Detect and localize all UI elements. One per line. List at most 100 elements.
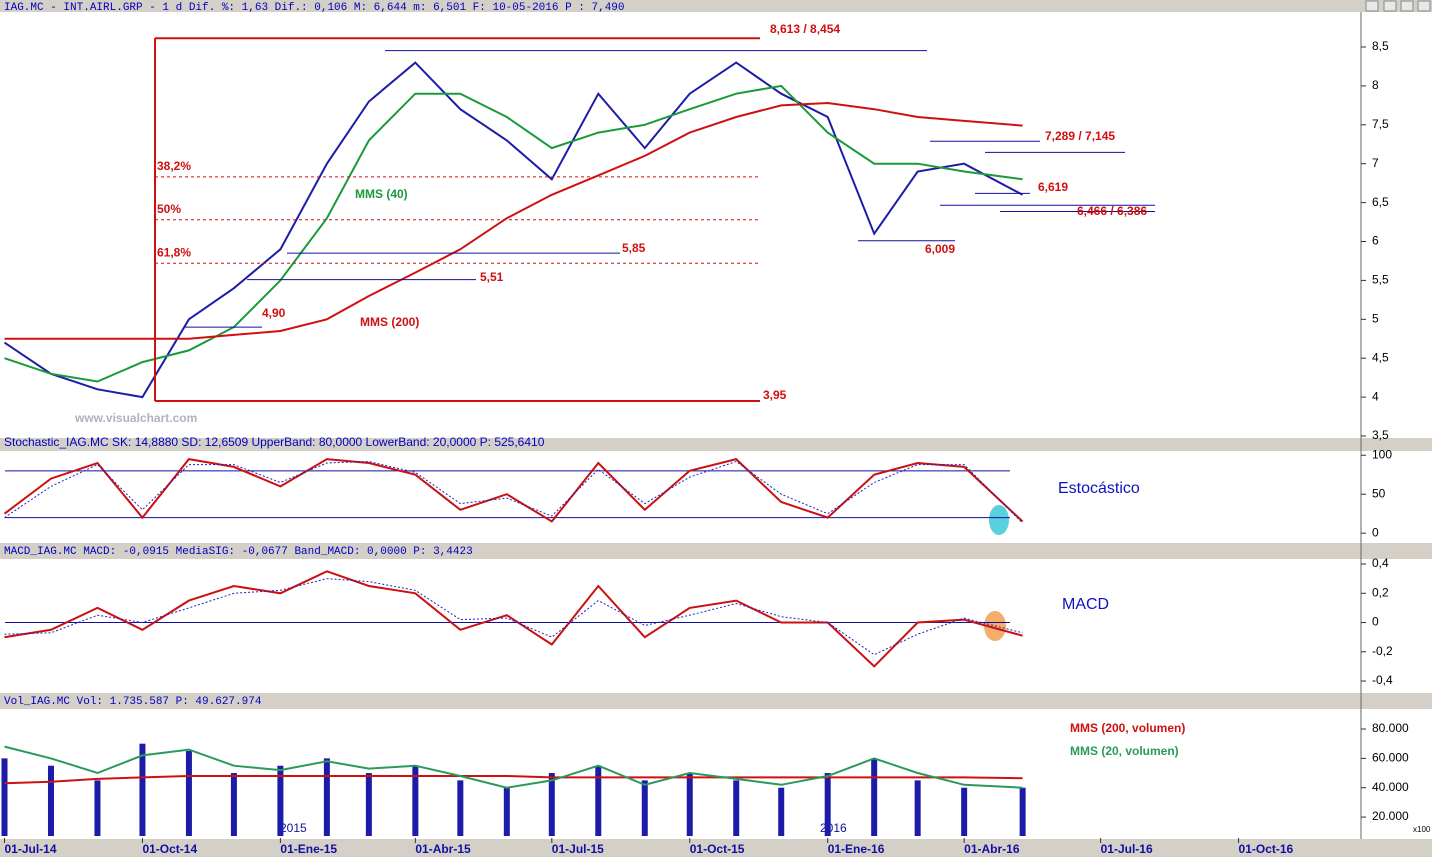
volume-bar (686, 773, 693, 836)
panel-label: MACD (1062, 596, 1109, 613)
y-tick-label: -0,2 (1372, 644, 1393, 658)
x-tick-label: 01-Jul-16 (1101, 842, 1153, 856)
volume-bar (595, 765, 602, 836)
volume-bar (824, 773, 831, 836)
panel-label: Estocástico (1058, 480, 1140, 497)
macd-panel (0, 559, 1432, 693)
macd-header: MACD_IAG.MC MACD: -0,0915 MediaSIG: -0,0… (4, 546, 473, 558)
volume-bar (139, 743, 146, 836)
series-line (4, 84, 1023, 383)
volume-bar (871, 758, 878, 836)
level-label: 6,619 (1038, 180, 1068, 194)
y-tick-label: 0,2 (1372, 585, 1389, 599)
volume-bar (94, 780, 101, 836)
y-tick-label: 7 (1372, 156, 1379, 170)
volume-bar (365, 773, 372, 836)
series-line (4, 101, 1023, 340)
y-tick-label: 4 (1372, 389, 1379, 403)
level-label: 7,289 / 7,145 (1045, 129, 1115, 143)
series-line (4, 578, 1023, 656)
level-label: 3,95 (763, 388, 787, 402)
x-tick-label: 01-Jul-14 (4, 842, 56, 856)
volume-bar (548, 773, 555, 836)
watermark: www.visualchart.com (74, 411, 197, 425)
y-tick-label: 0,4 (1372, 556, 1389, 570)
volume-bar (641, 780, 648, 836)
volume-bar (778, 787, 785, 836)
x-tick-label: 01-Oct-14 (142, 842, 197, 856)
series-line (4, 460, 1023, 524)
legend-label: MMS (20, volumen) (1070, 744, 1179, 758)
highlight (989, 505, 1009, 535)
volume-bar (1019, 787, 1026, 836)
volume-bar (323, 758, 330, 836)
y-tick-label: 0 (1372, 525, 1379, 539)
fibo-label: 50% (157, 202, 181, 216)
y-tick-label: 0 (1372, 615, 1379, 629)
x-tick-label: 01-Abr-16 (964, 842, 1020, 856)
series-label: MMS (40) (355, 187, 408, 201)
y-tick-label: 60.000 (1372, 751, 1409, 765)
price-header: IAG.MC - INT.AIRL.GRP - 1 d Dif. %: 1,63… (4, 2, 625, 14)
y-tick-label: 7,5 (1372, 117, 1389, 131)
level-label: 5,51 (480, 270, 504, 284)
button[interactable] (1417, 0, 1431, 12)
volume-bar (412, 765, 419, 836)
y-tick-label: 6 (1372, 234, 1379, 248)
volume-bar (277, 765, 284, 836)
price-panel (0, 12, 1432, 438)
volume-bar (914, 780, 921, 836)
series-line (3, 457, 1024, 523)
stoch-header: Stochastic_IAG.MC SK: 14,8880 SD: 12,650… (4, 435, 545, 449)
x-tick-label: 01-Oct-15 (690, 842, 745, 856)
y-tick-label: 80.000 (1372, 721, 1409, 735)
series-line (4, 775, 1023, 785)
x-tick-label: 01-Ene-15 (280, 842, 337, 856)
level-label: 8,613 / 8,454 (770, 22, 840, 36)
y-tick-label: 3,5 (1372, 428, 1389, 442)
series-line (3, 61, 1024, 399)
y-tick-label: 5,5 (1372, 273, 1389, 287)
level-label: 4,90 (262, 306, 286, 320)
volume-bar (733, 780, 740, 836)
y-tick-label: 100 (1372, 447, 1392, 461)
x-tick-label: 01-Oct-16 (1239, 842, 1294, 856)
level-label: 5,85 (622, 241, 646, 255)
y-tick-label: 8 (1372, 78, 1379, 92)
unit-label: x100 (1413, 825, 1431, 834)
button[interactable] (1365, 0, 1379, 12)
y-tick-label: 50 (1372, 486, 1386, 500)
volume-bar (961, 787, 968, 836)
window-buttons[interactable] (1365, 0, 1431, 12)
volume-bar (230, 773, 237, 836)
volume-bar (1, 758, 8, 836)
volume-bar (185, 751, 192, 836)
volume-panel (0, 709, 1432, 839)
y-tick-label: 6,5 (1372, 195, 1389, 209)
series-line (4, 570, 1023, 668)
series-label: MMS (200) (360, 315, 419, 329)
button[interactable] (1383, 0, 1397, 12)
volume-header: Vol_IAG.MC Vol: 1.735.587 P: 49.627.974 (4, 696, 262, 708)
y-tick-label: 4,5 (1372, 350, 1389, 364)
y-tick-label: 8,5 (1372, 39, 1389, 53)
x-tick-label: 01-Ene-16 (828, 842, 885, 856)
volume-bar (457, 780, 464, 836)
volume-bar (47, 765, 54, 836)
y-tick-label: 20.000 (1372, 809, 1409, 823)
fibo-label: 38,2% (157, 159, 191, 173)
x-tick-label: 01-Jul-15 (552, 842, 604, 856)
button[interactable] (1400, 0, 1414, 12)
x-tick-label: 01-Abr-15 (415, 842, 471, 856)
series-line (4, 745, 1023, 789)
fibo-label: 61,8% (157, 245, 191, 259)
level-label: 6,466 / 6,386 (1077, 204, 1147, 218)
y-tick-label: 5 (1372, 311, 1379, 325)
volume-bar (503, 787, 510, 836)
y-tick-label: 40.000 (1372, 780, 1409, 794)
legend-label: MMS (200, volumen) (1070, 721, 1185, 735)
year-label: 2015 (280, 821, 307, 835)
level-label: 6,009 (925, 242, 955, 256)
